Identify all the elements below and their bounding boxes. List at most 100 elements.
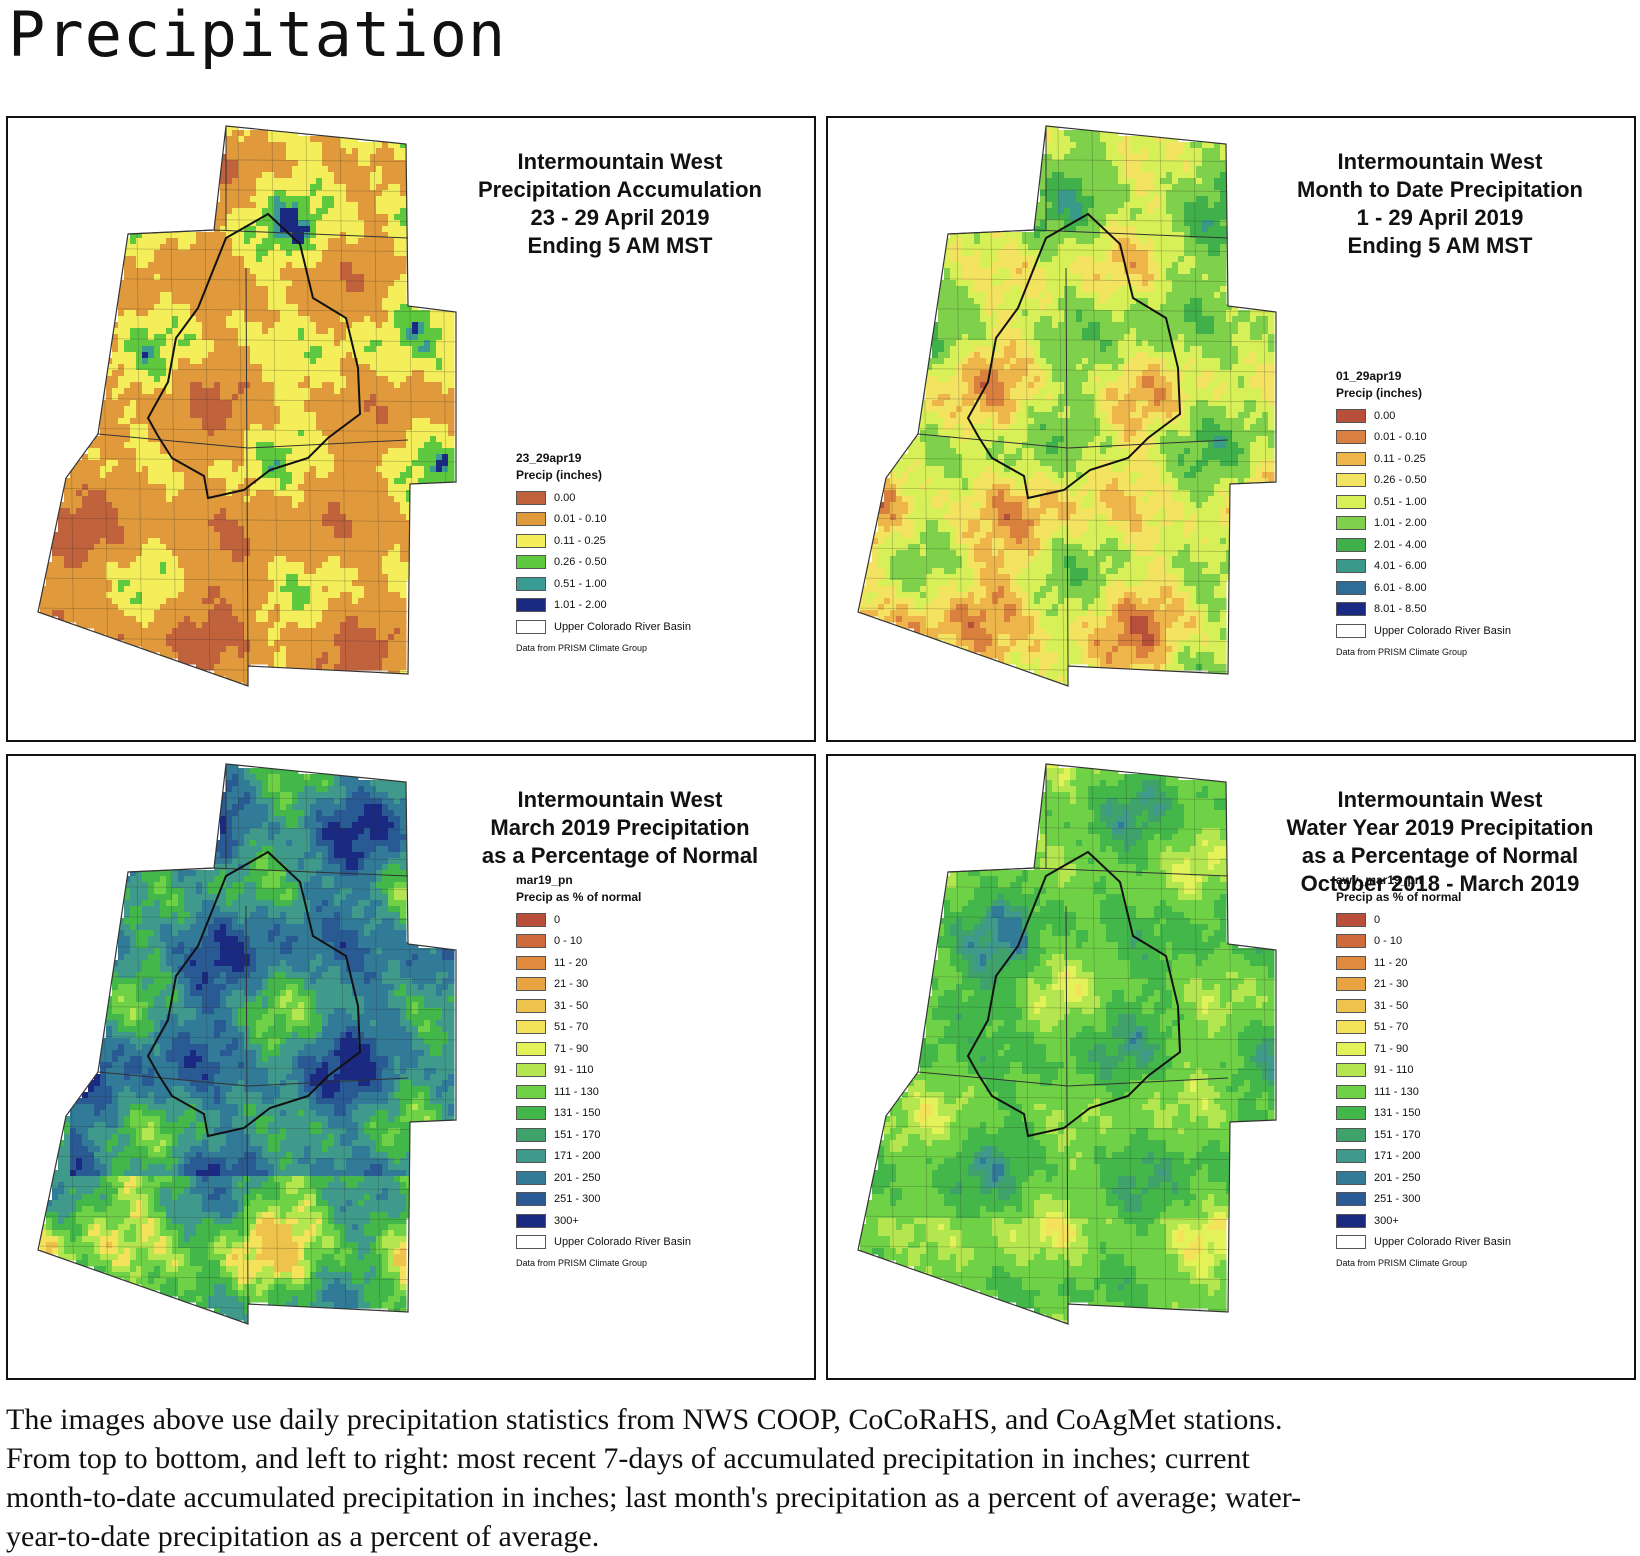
map-cell <box>304 556 311 563</box>
map-cell <box>310 640 317 647</box>
map-cell <box>148 382 155 389</box>
map-cell <box>118 352 125 359</box>
map-cell <box>202 502 209 509</box>
map-cell <box>1178 166 1185 173</box>
map-cell <box>1076 184 1083 191</box>
map-cell <box>1160 142 1167 149</box>
map-cell <box>1160 184 1167 191</box>
map-cell <box>196 592 203 599</box>
map-cell <box>376 424 383 431</box>
map-cell <box>190 502 197 509</box>
map-cell <box>382 208 389 215</box>
map-cell <box>172 556 179 563</box>
map-cell <box>76 580 83 587</box>
legend-note: Data from PRISM Climate Group <box>516 642 648 653</box>
map-cell <box>154 364 161 371</box>
map-cell <box>388 262 395 269</box>
map-cell <box>388 250 395 257</box>
map-cell <box>268 130 275 137</box>
map-cell <box>232 568 239 575</box>
map-cell <box>262 334 269 341</box>
map-cell <box>214 430 221 437</box>
map-cell <box>376 586 383 593</box>
map-cell <box>166 304 173 311</box>
map-cell <box>424 454 431 461</box>
map-cell <box>166 628 173 635</box>
map-cell <box>1106 166 1113 173</box>
map-cell <box>346 460 353 467</box>
map-cell <box>316 418 323 425</box>
map-cell <box>388 490 395 497</box>
map-cell <box>160 646 167 653</box>
map-cell <box>310 526 317 533</box>
map-cell <box>328 424 335 431</box>
map-cell <box>322 328 329 335</box>
map-cell <box>238 388 245 395</box>
map-cell <box>136 592 143 599</box>
map-cell <box>364 346 371 353</box>
map-cell <box>202 496 209 503</box>
map-cell <box>298 448 305 455</box>
map-cell <box>298 178 305 185</box>
map-cell <box>166 352 173 359</box>
map-cell <box>304 658 311 665</box>
map-cell <box>52 544 59 551</box>
map-cell <box>400 442 407 449</box>
map-cell <box>160 532 167 539</box>
map-cell <box>1148 166 1155 173</box>
map-cell <box>154 514 161 521</box>
map-cell <box>316 370 323 377</box>
map-cell <box>394 412 401 419</box>
legend-row: 1.01 - 2.00 <box>516 595 691 617</box>
map-cell <box>160 298 167 305</box>
map-cell <box>376 658 383 665</box>
map-cell <box>184 604 191 611</box>
map-cell <box>70 568 77 575</box>
map-cell <box>328 460 335 467</box>
map-cell <box>172 394 179 401</box>
map-cell <box>214 346 221 353</box>
map-cell <box>196 532 203 539</box>
map-cell <box>1160 148 1167 155</box>
map-cell <box>400 532 407 539</box>
map-cell <box>136 352 143 359</box>
map-cell <box>310 160 317 167</box>
map-cell <box>286 196 293 203</box>
map-cell <box>202 382 209 389</box>
map-cell <box>172 502 179 509</box>
map-cell <box>172 406 179 413</box>
map-cell <box>190 382 197 389</box>
map-cell <box>178 634 185 641</box>
map-cell <box>292 460 299 467</box>
map-cell <box>400 184 407 191</box>
map-cell <box>1070 148 1077 155</box>
map-cell <box>214 292 221 299</box>
map-cell <box>400 220 407 227</box>
map-cell <box>310 196 317 203</box>
map-cell <box>160 400 167 407</box>
map-cell <box>304 430 311 437</box>
map-cell <box>340 484 347 491</box>
map-cell <box>382 508 389 515</box>
map-cell <box>400 142 407 149</box>
map-cell <box>130 466 137 473</box>
map-cell <box>376 412 383 419</box>
map-cell <box>118 364 125 371</box>
map-cell <box>154 346 161 353</box>
map-cell <box>334 568 341 575</box>
map-cell <box>262 586 269 593</box>
map-cell <box>244 316 251 323</box>
map-cell <box>334 454 341 461</box>
map-cell <box>418 448 425 455</box>
map-cell <box>406 442 413 449</box>
map-cell <box>256 136 263 143</box>
legend-subtitle: Precip (inches) <box>516 468 603 482</box>
map-cell <box>106 364 113 371</box>
map-cell <box>340 280 347 287</box>
map-cell <box>304 484 311 491</box>
map-cell <box>394 232 401 239</box>
map-cell <box>388 280 395 287</box>
map-cell <box>412 394 419 401</box>
map-cell <box>244 658 251 665</box>
map-cell <box>280 592 287 599</box>
